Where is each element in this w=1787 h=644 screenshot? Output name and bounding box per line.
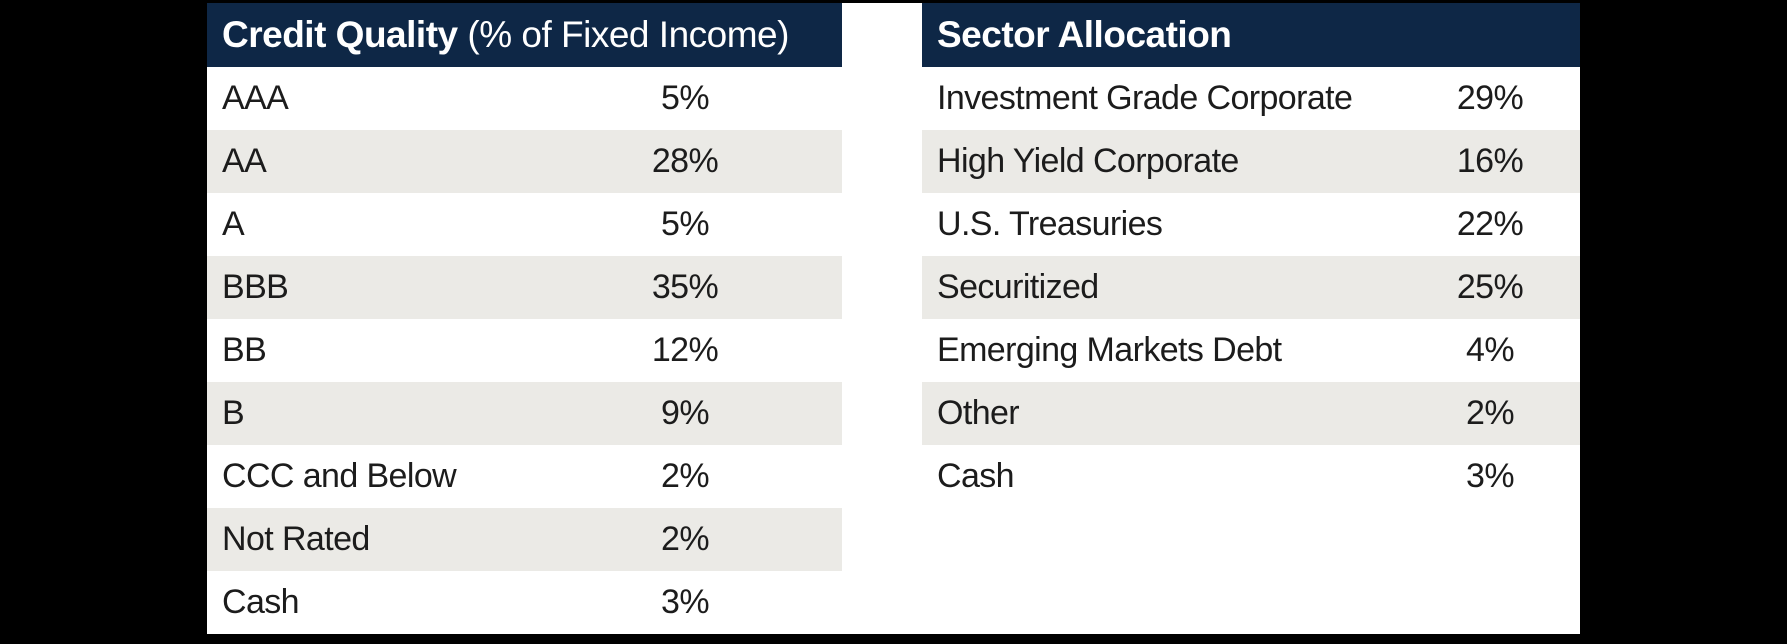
sector-allocation-table: Sector Allocation Investment Grade Corpo…	[922, 3, 1580, 508]
table-row: CCC and Below 2%	[207, 445, 842, 508]
row-label: A	[222, 205, 245, 243]
row-label: Other	[937, 394, 1020, 432]
row-value: 4%	[1466, 331, 1515, 369]
credit-quality-title: Credit Quality	[222, 14, 458, 55]
row-value: 12%	[651, 331, 719, 369]
table-row: Cash 3%	[922, 445, 1580, 508]
credit-quality-rows: AAA 5% AA 28% A 5% BBB 35% BB 12% B 9% CCC and Below…	[207, 67, 842, 634]
sector-allocation-rows: Investment Grade Corporate 29% High Yield …	[922, 67, 1580, 508]
row-label: Investment Grade Corporate	[937, 79, 1353, 117]
row-label: Not Rated	[222, 520, 370, 558]
table-row: A 5%	[207, 193, 842, 256]
row-value: 2%	[661, 520, 710, 558]
table-row: BB 12%	[207, 319, 842, 382]
row-value: 16%	[1456, 142, 1524, 180]
sector-allocation-title: Sector Allocation	[937, 14, 1232, 55]
row-value: 3%	[661, 583, 710, 621]
table-row: BBB 35%	[207, 256, 842, 319]
row-label: B	[222, 394, 245, 432]
row-value: 35%	[651, 268, 719, 306]
row-label: CCC and Below	[222, 457, 457, 495]
row-label: Emerging Markets Debt	[937, 331, 1282, 369]
row-value: 2%	[1466, 394, 1515, 432]
row-label: High Yield Corporate	[937, 142, 1239, 180]
credit-quality-title-note: (% of Fixed Income)	[457, 14, 789, 55]
row-label: BB	[222, 331, 267, 369]
row-label: BBB	[222, 268, 289, 306]
row-label: AAA	[222, 79, 289, 117]
table-row: B 9%	[207, 382, 842, 445]
row-value: 5%	[661, 205, 710, 243]
credit-quality-header: Credit Quality (% of Fixed Income)	[207, 3, 842, 67]
table-row: Securitized 25%	[922, 256, 1580, 319]
row-value: 5%	[661, 79, 710, 117]
table-row: AAA 5%	[207, 67, 842, 130]
table-row: Emerging Markets Debt 4%	[922, 319, 1580, 382]
row-value: 25%	[1456, 268, 1524, 306]
row-label: Securitized	[937, 268, 1099, 306]
table-row: Not Rated 2%	[207, 508, 842, 571]
row-value: 9%	[661, 394, 710, 432]
row-label: AA	[222, 142, 267, 180]
row-label: Cash	[937, 457, 1015, 495]
credit-quality-table: Credit Quality (% of Fixed Income) AAA 5%…	[207, 3, 842, 634]
row-value: 2%	[661, 457, 710, 495]
table-row: U.S. Treasuries 22%	[922, 193, 1580, 256]
sector-allocation-header: Sector Allocation	[922, 3, 1580, 67]
row-value: 28%	[651, 142, 719, 180]
table-row: Other 2%	[922, 382, 1580, 445]
table-row: Cash 3%	[207, 571, 842, 634]
table-row: AA 28%	[207, 130, 842, 193]
row-label: U.S. Treasuries	[937, 205, 1163, 243]
row-label: Cash	[222, 583, 300, 621]
row-value: 3%	[1466, 457, 1515, 495]
row-value: 29%	[1456, 79, 1524, 117]
content-panel: Credit Quality (% of Fixed Income) AAA 5%…	[207, 3, 1580, 634]
table-row: High Yield Corporate 16%	[922, 130, 1580, 193]
table-row: Investment Grade Corporate 29%	[922, 67, 1580, 130]
row-value: 22%	[1456, 205, 1524, 243]
